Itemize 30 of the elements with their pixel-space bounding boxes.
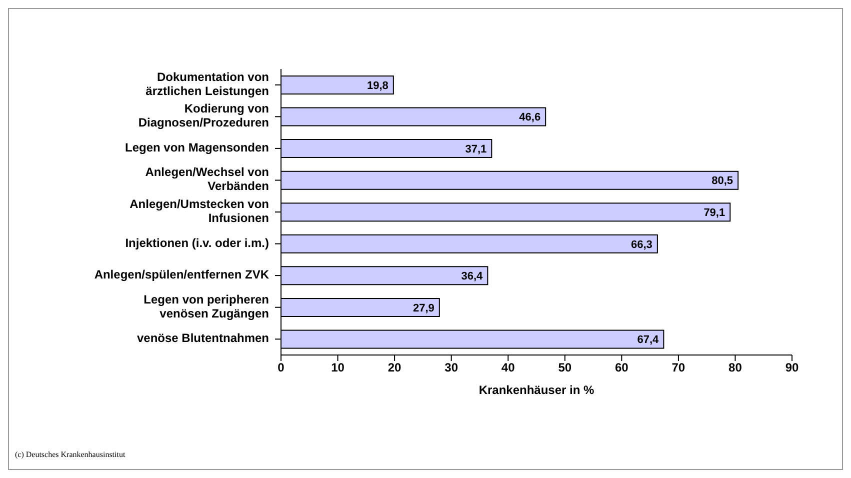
data-label: 67,4 [637,334,660,346]
x-tick-label: 0 [278,360,285,375]
y-tick-label: Anlegen/Wechsel von Verbänden [145,165,269,194]
data-label: 66,3 [631,238,652,251]
x-tick-label: 30 [444,360,458,375]
x-tick-label: 40 [501,360,516,375]
data-label: 80,5 [712,175,734,188]
x-tick-label: 70 [672,360,686,375]
y-tick-label: Anlegen/Umstecken von Infusionen [130,197,269,226]
data-label: 46,6 [519,112,541,124]
data-label: 19,8 [367,80,388,92]
x-tick-label: 20 [388,360,402,375]
x-tick-label: 60 [614,360,629,375]
y-tick-label: Injektionen (i.v. oder i.m.) [125,236,269,250]
y-tick-label: Kodierung von Diagnosen/Prozeduren [138,102,269,130]
x-axis-title: Krankenhäuser in % [478,383,595,397]
x-tick-label: 80 [728,360,742,375]
x-tick-label: 50 [558,360,572,375]
data-label: 36,4 [461,270,484,283]
text: (c) Deutsches Krankenhausinstitut [15,450,126,459]
y-tick-label: Anlegen/spülen/entfernen ZVK [94,268,270,282]
data-label: 37,1 [465,143,487,156]
x-tick-label: 90 [785,360,799,375]
data-label: 27,9 [412,302,434,314]
y-tick-label: Dokumentation von ärztlichen Leistungen [146,70,269,98]
y-tick-label: Legen von peripheren venösen Zugängen [144,292,269,321]
data-label: 79,1 [704,207,726,220]
y-tick-label: Legen von Magensonden [124,140,269,155]
x-tick-label: 10 [331,360,345,375]
y-tick-label: venöse Blutentnahmen [136,331,269,346]
